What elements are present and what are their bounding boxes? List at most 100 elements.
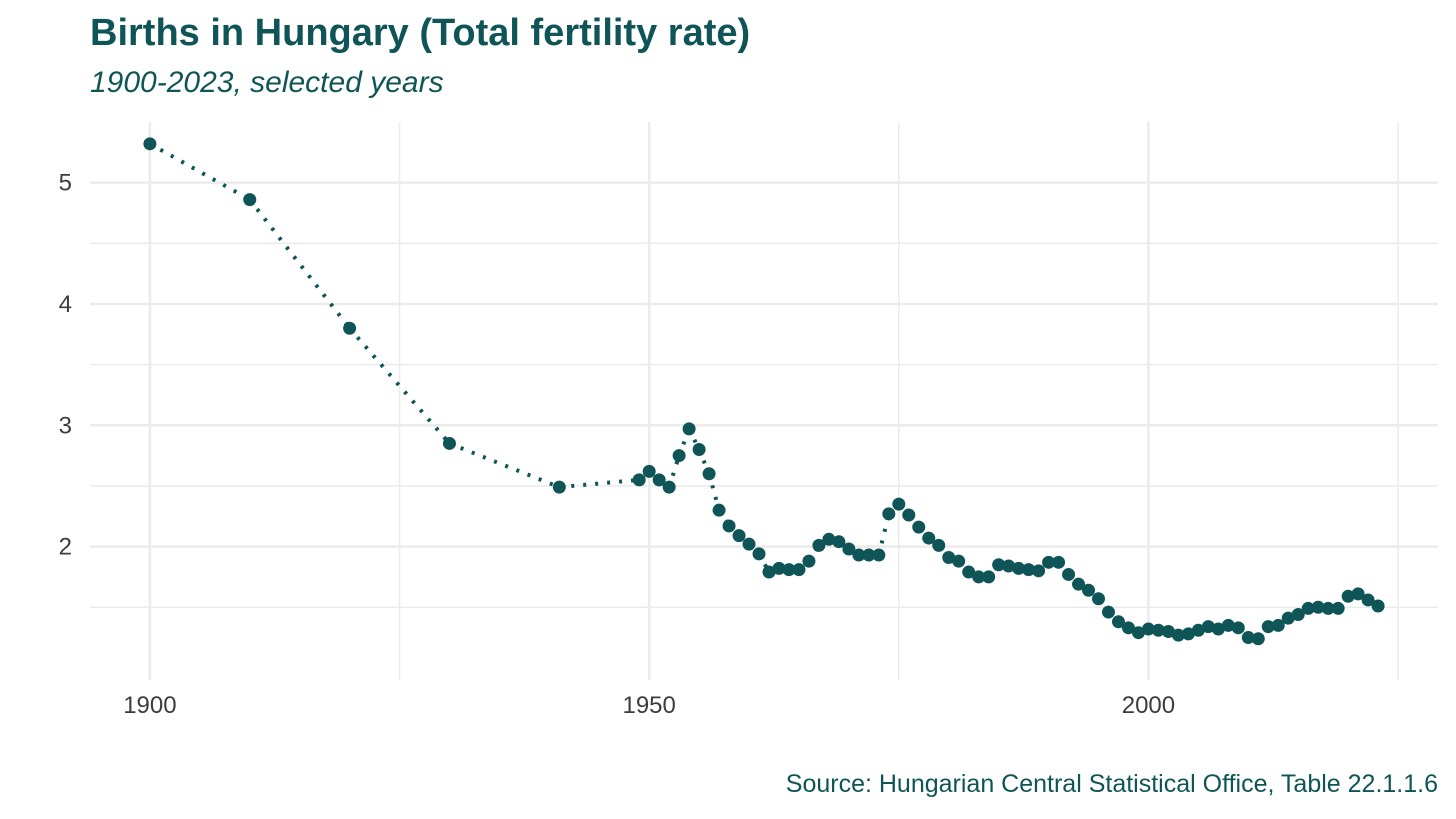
- data-point: [1181, 627, 1195, 641]
- series-line-segment: [559, 477, 640, 490]
- minor-gridlines: [90, 122, 1438, 680]
- data-point: [682, 422, 696, 436]
- data-point: [1281, 611, 1295, 625]
- data-point: [143, 137, 157, 151]
- series-line-segment: [348, 326, 451, 445]
- data-point: [1321, 601, 1335, 615]
- data-point: [652, 473, 666, 487]
- data-point: [1271, 618, 1285, 632]
- data-point: [672, 449, 686, 463]
- data-point: [1052, 555, 1066, 569]
- data-point: [942, 550, 956, 564]
- major-gridlines: [90, 122, 1438, 680]
- data-point: [992, 558, 1006, 572]
- data-point: [822, 532, 836, 546]
- data-point: [892, 497, 906, 511]
- data-point: [962, 565, 976, 579]
- data-point: [343, 321, 357, 335]
- data-point: [1341, 589, 1355, 603]
- data-point: [1201, 620, 1215, 634]
- data-point: [1211, 622, 1225, 636]
- data-point: [642, 464, 656, 478]
- data-point: [912, 520, 926, 534]
- data-point: [852, 548, 866, 562]
- data-point: [1331, 601, 1345, 615]
- data-point: [1351, 587, 1365, 601]
- series-line-segment: [248, 198, 352, 330]
- data-point: [1311, 600, 1325, 614]
- data-point: [1221, 618, 1235, 632]
- series-line-segments: [148, 142, 1380, 641]
- x-tick-label: 2000: [1122, 692, 1175, 719]
- data-point: [702, 467, 716, 481]
- data-point: [882, 507, 896, 521]
- data-point: [1361, 593, 1375, 607]
- x-axis-tick-labels: 1900 1950 2000: [123, 692, 1175, 719]
- data-point: [752, 547, 766, 561]
- data-point: [1131, 626, 1145, 640]
- data-point: [1291, 607, 1305, 621]
- data-point: [1301, 601, 1315, 615]
- data-point: [1161, 624, 1175, 638]
- data-point: [812, 538, 826, 552]
- series-line-segment: [448, 441, 561, 489]
- y-tick-label: 2: [59, 534, 72, 561]
- data-point: [972, 570, 986, 584]
- series-line-segment: [148, 142, 251, 202]
- data-point: [1151, 623, 1165, 637]
- data-point: [762, 565, 776, 579]
- source-note: Source: Hungarian Central Statistical Of…: [785, 770, 1438, 798]
- y-tick-label: 5: [59, 170, 72, 197]
- data-point: [1141, 622, 1155, 636]
- data-point: [722, 519, 736, 533]
- data-point: [1111, 615, 1125, 629]
- data-point: [842, 542, 856, 556]
- data-point: [782, 563, 796, 577]
- data-point: [802, 554, 816, 568]
- data-point: [732, 529, 746, 543]
- data-point: [1032, 564, 1046, 578]
- data-point: [1241, 631, 1255, 645]
- data-point: [772, 561, 786, 575]
- data-point: [442, 436, 456, 450]
- data-point: [1121, 621, 1135, 635]
- data-point: [1261, 620, 1275, 634]
- x-tick-label: 1950: [622, 692, 675, 719]
- data-point: [742, 537, 756, 551]
- series-line-segment: [697, 448, 711, 475]
- data-point: [872, 548, 886, 562]
- y-axis-tick-labels: 2 3 4 5: [59, 170, 72, 561]
- data-point: [982, 570, 996, 584]
- data-point: [922, 531, 936, 545]
- data-point: [662, 480, 676, 494]
- data-point: [243, 193, 257, 207]
- data-point: [1191, 623, 1205, 637]
- data-point: [1062, 567, 1076, 581]
- data-point: [1022, 563, 1036, 577]
- data-point: [1092, 592, 1106, 606]
- data-point: [792, 563, 806, 577]
- y-tick-label: 3: [59, 412, 72, 439]
- data-point: [1171, 628, 1185, 642]
- data-point: [1042, 555, 1056, 569]
- series-points: [143, 137, 1385, 646]
- data-point: [902, 508, 916, 522]
- data-point: [832, 535, 846, 549]
- data-point: [632, 473, 646, 487]
- data-point: [1072, 577, 1086, 591]
- chart-subtitle: 1900-2023, selected years: [90, 66, 444, 99]
- series-line-segment: [677, 428, 691, 457]
- data-point: [1371, 599, 1385, 613]
- data-point: [1231, 621, 1245, 635]
- data-point: [1251, 632, 1265, 646]
- data-point: [1012, 561, 1026, 575]
- data-point: [692, 443, 706, 457]
- x-tick-label: 1900: [123, 692, 176, 719]
- data-point: [1002, 559, 1016, 573]
- data-point: [712, 503, 726, 517]
- data-point: [862, 548, 876, 562]
- data-point: [1082, 583, 1096, 597]
- data-point: [1101, 605, 1115, 619]
- y-tick-label: 4: [59, 291, 72, 318]
